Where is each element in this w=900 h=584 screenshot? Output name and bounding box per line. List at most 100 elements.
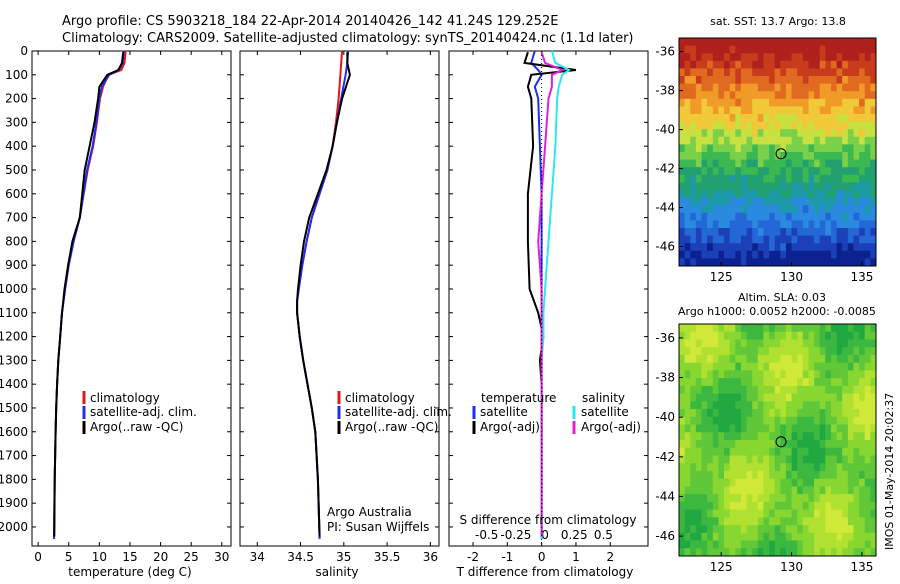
map-cell bbox=[808, 159, 815, 168]
map-cell bbox=[712, 494, 719, 503]
map-cell bbox=[797, 174, 804, 183]
map-cell bbox=[864, 228, 871, 237]
map-cell bbox=[729, 91, 736, 100]
map-cell bbox=[780, 235, 787, 244]
map-cell bbox=[707, 235, 714, 244]
map-x-tick-label: 130 bbox=[780, 560, 803, 574]
map-cell bbox=[769, 250, 776, 259]
map-cell bbox=[763, 38, 770, 47]
map-cell bbox=[842, 548, 849, 557]
map-cell bbox=[718, 424, 725, 433]
map-cell bbox=[724, 258, 731, 267]
map-cell bbox=[684, 159, 691, 168]
map-cell bbox=[864, 136, 871, 145]
map-cell bbox=[684, 243, 691, 252]
map-cell bbox=[814, 60, 821, 69]
map-cell bbox=[746, 190, 753, 199]
map-cell bbox=[859, 447, 866, 456]
map-cell bbox=[780, 447, 787, 456]
map-cell bbox=[791, 243, 798, 252]
map-cell bbox=[684, 494, 691, 503]
map-cell bbox=[791, 432, 798, 441]
map-cell bbox=[757, 432, 764, 441]
map-cell bbox=[847, 144, 854, 153]
map-cell bbox=[836, 91, 843, 100]
salinity-legend: climatology satellite-adj. clim. Argo(..… bbox=[327, 391, 452, 534]
map-cell bbox=[847, 331, 854, 340]
map-cell bbox=[791, 347, 798, 356]
top-tick-label: 0 bbox=[541, 528, 549, 542]
map-cell bbox=[853, 347, 860, 356]
map-cell bbox=[724, 339, 731, 348]
map-cell bbox=[735, 393, 742, 402]
map-cell bbox=[842, 76, 849, 85]
map-cell bbox=[847, 532, 854, 541]
map-cell bbox=[864, 197, 871, 206]
map-cell bbox=[718, 401, 725, 410]
map-cell bbox=[763, 393, 770, 402]
map-cell bbox=[695, 331, 702, 340]
map-y-tick-label: -42 bbox=[655, 450, 675, 464]
map-cell bbox=[791, 45, 798, 54]
map-cell bbox=[740, 167, 747, 176]
map-cell bbox=[802, 401, 809, 410]
map-cell bbox=[684, 38, 691, 47]
map-cell bbox=[746, 447, 753, 456]
map-cell bbox=[729, 470, 736, 480]
map-cell bbox=[752, 258, 759, 267]
map-cell bbox=[752, 478, 759, 487]
map-cell bbox=[836, 38, 843, 47]
map-cell bbox=[729, 463, 736, 472]
map-cell bbox=[780, 258, 787, 267]
map-cell bbox=[870, 440, 877, 449]
map-cell bbox=[836, 517, 843, 526]
map-cell bbox=[712, 470, 719, 480]
map-cell bbox=[735, 432, 742, 441]
map-cell bbox=[853, 197, 860, 206]
map-cell bbox=[707, 136, 714, 145]
map-cell bbox=[791, 38, 798, 47]
map-cell bbox=[864, 463, 871, 472]
map-cell bbox=[718, 501, 725, 511]
map-cell bbox=[769, 212, 776, 221]
map-cell bbox=[859, 83, 866, 92]
map-cell bbox=[735, 152, 742, 161]
map-cell bbox=[853, 106, 860, 115]
map-cell bbox=[785, 525, 792, 534]
map-cell bbox=[746, 478, 753, 487]
map-cell bbox=[712, 339, 719, 348]
map-cell bbox=[684, 45, 691, 54]
map-cell bbox=[847, 60, 854, 69]
map-cell bbox=[814, 354, 821, 364]
map-cell bbox=[746, 228, 753, 237]
map-cell bbox=[707, 509, 714, 518]
map-cell bbox=[701, 532, 708, 541]
map-cell bbox=[802, 190, 809, 199]
map-cell bbox=[746, 440, 753, 449]
map-cell bbox=[740, 486, 747, 495]
map-cell bbox=[729, 182, 736, 191]
map-cell bbox=[752, 250, 759, 259]
map-cell bbox=[712, 370, 719, 379]
map-cell bbox=[752, 60, 759, 69]
map-cell bbox=[780, 205, 787, 214]
map-cell bbox=[791, 494, 798, 503]
map-cell bbox=[814, 212, 821, 221]
map-cell bbox=[746, 532, 753, 541]
map-cell bbox=[853, 83, 860, 92]
map-cell bbox=[780, 401, 787, 410]
map-cell bbox=[718, 212, 725, 221]
map-cell bbox=[859, 470, 866, 480]
map-cell bbox=[718, 362, 725, 371]
legend-label-satellite: satellite-adj. clim. bbox=[90, 405, 197, 419]
map-cell bbox=[814, 470, 821, 480]
map-cell bbox=[819, 190, 826, 199]
map-cell bbox=[825, 517, 832, 526]
map-cell bbox=[859, 136, 866, 145]
map-cell bbox=[690, 440, 697, 449]
map-cell bbox=[757, 174, 764, 183]
map-cell bbox=[746, 324, 753, 333]
map-cell bbox=[774, 409, 781, 418]
map-cell bbox=[684, 455, 691, 464]
map-cell bbox=[707, 370, 714, 379]
